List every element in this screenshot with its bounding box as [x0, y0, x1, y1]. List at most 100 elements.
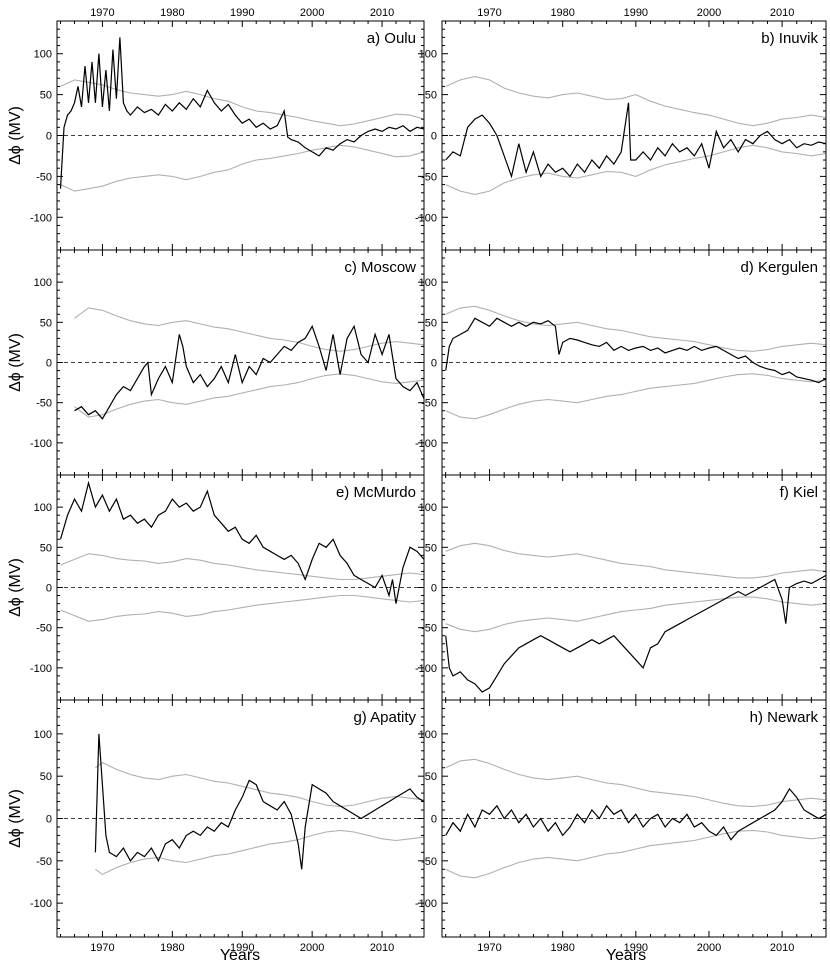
y-tick-label: -100 — [30, 663, 52, 675]
lower-bound-line — [95, 829, 425, 876]
y-tick-label: 100 — [34, 729, 52, 741]
series-line — [445, 317, 827, 384]
x-tick-label-bottom: 2000 — [697, 942, 721, 954]
y-tick-label: 0 — [46, 814, 52, 826]
y-tick-label: 50 — [40, 542, 52, 554]
panel-title: a) Oulu — [367, 30, 416, 47]
y-tick-label: -100 — [30, 898, 52, 910]
lower-bound-line — [445, 829, 827, 879]
y-tick-label: 0 — [431, 358, 437, 370]
x-tick-label-top: 1990 — [624, 7, 648, 19]
upper-bound-line — [445, 542, 827, 579]
series-line — [445, 787, 827, 841]
x-tick-label-bottom: 1980 — [160, 942, 184, 954]
y-tick-label: 50 — [40, 771, 52, 783]
series-line — [94, 733, 425, 870]
x-tick-label-top: 2010 — [770, 7, 794, 19]
panel-title: g) Apatity — [353, 709, 416, 726]
x-tick-label-bottom: 1980 — [550, 942, 574, 954]
y-tick-label: -100 — [30, 212, 52, 224]
panel-2: -100 -50 0 50 100 1970 1980 1990 2000 2010 b) Inuv… — [415, 7, 827, 251]
y-tick-label: 50 — [40, 90, 52, 102]
panel-title: f) Kiel — [780, 484, 818, 501]
x-tick-label-bottom: 2010 — [770, 942, 794, 954]
y-tick-label: 50 — [425, 771, 437, 783]
panel-5: -100 -50 0 50 100 e) McMurdo Δϕ (MV) — [7, 474, 425, 701]
y-tick-label: 50 — [425, 542, 437, 554]
y-axis-title: Δϕ (MV) — [7, 106, 24, 165]
y-tick-label: -50 — [36, 398, 52, 410]
x-tick-label-bottom: 2010 — [370, 942, 394, 954]
series-line — [445, 574, 827, 693]
lower-bound-line — [445, 144, 827, 195]
y-tick-label: 0 — [431, 131, 437, 143]
y-tick-label: -50 — [421, 856, 437, 868]
series-line — [74, 324, 425, 420]
y-tick-label: 0 — [431, 814, 437, 826]
y-tick-label: -100 — [415, 438, 437, 450]
y-tick-label: 0 — [46, 131, 52, 143]
y-tick-label: 100 — [34, 49, 52, 61]
x-tick-label-bottom: 1970 — [477, 942, 501, 954]
y-tick-label: 100 — [419, 49, 437, 61]
x-axis-title-right: Years — [606, 947, 646, 964]
lower-bound-line — [74, 373, 425, 418]
upper-bound-line — [445, 305, 827, 352]
y-tick-label: 0 — [46, 358, 52, 370]
x-tick-label-bottom: 1970 — [90, 942, 114, 954]
panel-7: -100 -50 0 50 100 1970 1980 1990 2000 2010 g) Apat… — [7, 699, 425, 954]
upper-bound-line — [60, 79, 425, 127]
panel-3: -100 -50 0 50 100 c) Moscow Δϕ (MV) — [7, 249, 425, 476]
panel-title: e) McMurdo — [336, 484, 416, 501]
panel-8: -100 -50 0 50 100 1970 1980 1990 2000 2010 h) Newa… — [415, 699, 827, 954]
y-tick-label: 100 — [419, 277, 437, 289]
x-tick-label-top: 2010 — [370, 7, 394, 19]
y-tick-label: 100 — [34, 502, 52, 514]
panels: -100 -50 0 50 100 1970 1980 1990 2000 2010 a) Oulu… — [7, 7, 827, 954]
y-tick-label: -100 — [415, 898, 437, 910]
y-axis-title: Δϕ (MV) — [7, 333, 24, 392]
y-tick-label: -100 — [415, 212, 437, 224]
panel-1: -100 -50 0 50 100 1970 1980 1990 2000 2010 a) Oulu… — [7, 7, 425, 251]
y-tick-label: 100 — [419, 729, 437, 741]
upper-bound-line — [95, 761, 425, 808]
x-tick-label-top: 1980 — [160, 7, 184, 19]
x-tick-label-top: 1970 — [90, 7, 114, 19]
series-line — [59, 480, 425, 604]
panel-title: c) Moscow — [344, 259, 416, 276]
x-tick-label-top: 1990 — [230, 7, 254, 19]
x-tick-label-top: 1970 — [477, 7, 501, 19]
panel-title: h) Newark — [750, 709, 819, 726]
y-tick-label: -100 — [415, 663, 437, 675]
y-tick-label: -50 — [421, 623, 437, 635]
lower-bound-line — [445, 373, 827, 420]
y-tick-label: 100 — [419, 502, 437, 514]
y-tick-label: -50 — [36, 856, 52, 868]
lower-bound-line — [60, 594, 425, 622]
panel-4: -100 -50 0 50 100 d) Kergulen — [415, 249, 827, 476]
series-line — [59, 37, 425, 189]
y-axis-title: Δϕ (MV) — [7, 789, 24, 848]
x-axis-title-left: Years — [220, 947, 260, 964]
y-tick-label: -50 — [421, 171, 437, 183]
x-tick-label-top: 2000 — [697, 7, 721, 19]
y-tick-label: -50 — [421, 398, 437, 410]
x-tick-label-top: 2000 — [300, 7, 324, 19]
x-tick-label-bottom: 2000 — [300, 942, 324, 954]
y-tick-label: 50 — [40, 317, 52, 329]
upper-bound-line — [60, 553, 425, 581]
lower-bound-line — [60, 144, 425, 192]
y-tick-label: 0 — [46, 583, 52, 595]
x-tick-label-bottom: 1990 — [624, 942, 648, 954]
y-tick-label: -50 — [36, 171, 52, 183]
y-tick-label: 100 — [34, 277, 52, 289]
x-tick-label-top: 1980 — [550, 7, 574, 19]
lower-bound-line — [445, 596, 827, 633]
y-tick-label: -100 — [30, 438, 52, 450]
y-tick-label: 0 — [431, 583, 437, 595]
x-tick-label-bottom: 1990 — [230, 942, 254, 954]
y-tick-label: 50 — [425, 90, 437, 102]
y-axis-title: Δϕ (MV) — [7, 558, 24, 617]
upper-bound-line — [74, 307, 425, 352]
